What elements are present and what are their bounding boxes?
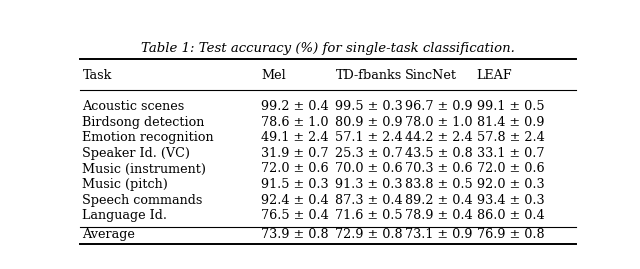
Text: 86.0 ± 0.4: 86.0 ± 0.4: [477, 209, 545, 222]
Text: Speech commands: Speech commands: [83, 194, 203, 207]
Text: Task: Task: [83, 69, 112, 82]
Text: 87.3 ± 0.4: 87.3 ± 0.4: [335, 194, 403, 207]
Text: 57.1 ± 2.4: 57.1 ± 2.4: [335, 132, 403, 144]
Text: 99.5 ± 0.3: 99.5 ± 0.3: [335, 100, 403, 113]
Text: Average: Average: [83, 228, 135, 241]
Text: 33.1 ± 0.7: 33.1 ± 0.7: [477, 147, 544, 160]
Text: 89.2 ± 0.4: 89.2 ± 0.4: [405, 194, 472, 207]
Text: 96.7 ± 0.9: 96.7 ± 0.9: [405, 100, 472, 113]
Text: 43.5 ± 0.8: 43.5 ± 0.8: [405, 147, 472, 160]
Text: Music (pitch): Music (pitch): [83, 178, 168, 191]
Text: 76.9 ± 0.8: 76.9 ± 0.8: [477, 228, 545, 241]
Text: 44.2 ± 2.4: 44.2 ± 2.4: [405, 132, 472, 144]
Text: 93.4 ± 0.3: 93.4 ± 0.3: [477, 194, 545, 207]
Text: Speaker Id. (VC): Speaker Id. (VC): [83, 147, 191, 160]
Text: 91.3 ± 0.3: 91.3 ± 0.3: [335, 178, 403, 191]
Text: 83.8 ± 0.5: 83.8 ± 0.5: [405, 178, 472, 191]
Text: Language Id.: Language Id.: [83, 209, 168, 222]
Text: LEAF: LEAF: [477, 69, 513, 82]
Text: 91.5 ± 0.3: 91.5 ± 0.3: [261, 178, 329, 191]
Text: Emotion recognition: Emotion recognition: [83, 132, 214, 144]
Text: 92.4 ± 0.4: 92.4 ± 0.4: [261, 194, 329, 207]
Text: Acoustic scenes: Acoustic scenes: [83, 100, 185, 113]
Text: Birdsong detection: Birdsong detection: [83, 116, 205, 129]
Text: 99.1 ± 0.5: 99.1 ± 0.5: [477, 100, 545, 113]
Text: SincNet: SincNet: [405, 69, 457, 82]
Text: 49.1 ± 2.4: 49.1 ± 2.4: [261, 132, 328, 144]
Text: 73.9 ± 0.8: 73.9 ± 0.8: [261, 228, 329, 241]
Text: Music (instrument): Music (instrument): [83, 162, 207, 175]
Text: 78.0 ± 1.0: 78.0 ± 1.0: [405, 116, 472, 129]
Text: 72.0 ± 0.6: 72.0 ± 0.6: [477, 162, 545, 175]
Text: 71.6 ± 0.5: 71.6 ± 0.5: [335, 209, 403, 222]
Text: Table 1: Test accuracy (%) for single-task classification.: Table 1: Test accuracy (%) for single-ta…: [141, 42, 515, 55]
Text: TD-fbanks: TD-fbanks: [335, 69, 402, 82]
Text: 99.2 ± 0.4: 99.2 ± 0.4: [261, 100, 329, 113]
Text: 72.0 ± 0.6: 72.0 ± 0.6: [261, 162, 329, 175]
Text: Mel: Mel: [261, 69, 286, 82]
Text: 72.9 ± 0.8: 72.9 ± 0.8: [335, 228, 403, 241]
Text: 78.9 ± 0.4: 78.9 ± 0.4: [405, 209, 472, 222]
Text: 70.0 ± 0.6: 70.0 ± 0.6: [335, 162, 403, 175]
Text: 70.3 ± 0.6: 70.3 ± 0.6: [405, 162, 472, 175]
Text: 31.9 ± 0.7: 31.9 ± 0.7: [261, 147, 328, 160]
Text: 78.6 ± 1.0: 78.6 ± 1.0: [261, 116, 328, 129]
Text: 81.4 ± 0.9: 81.4 ± 0.9: [477, 116, 544, 129]
Text: 25.3 ± 0.7: 25.3 ± 0.7: [335, 147, 403, 160]
Text: 80.9 ± 0.9: 80.9 ± 0.9: [335, 116, 403, 129]
Text: 57.8 ± 2.4: 57.8 ± 2.4: [477, 132, 545, 144]
Text: 92.0 ± 0.3: 92.0 ± 0.3: [477, 178, 545, 191]
Text: 76.5 ± 0.4: 76.5 ± 0.4: [261, 209, 329, 222]
Text: 73.1 ± 0.9: 73.1 ± 0.9: [405, 228, 472, 241]
